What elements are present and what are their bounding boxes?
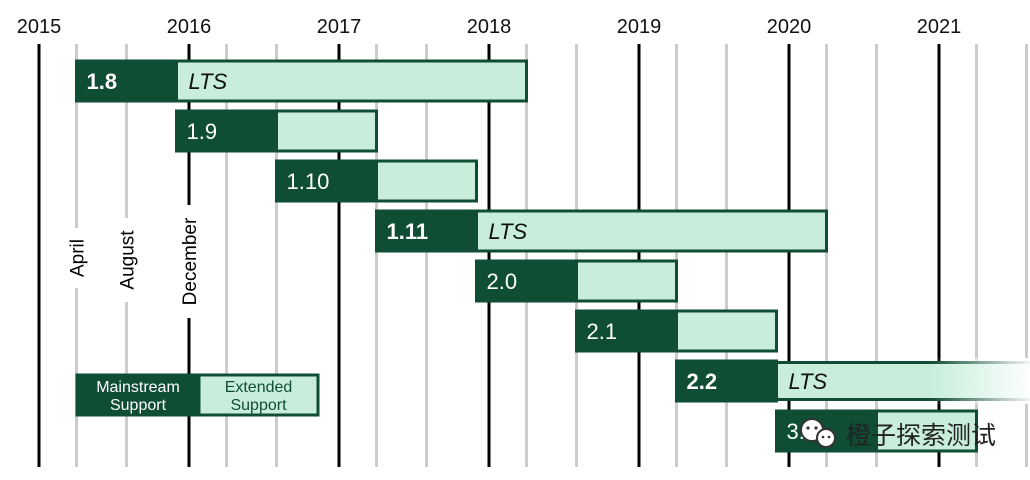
extended-support-segment [375, 159, 478, 203]
watermark: 橙子探索测试 [800, 418, 996, 450]
year-axis: 2015 2016 2017 2018 2019 2020 2021 [17, 16, 962, 38]
version-label: 2.2 [687, 369, 718, 394]
month-labels: April August December [64, 205, 201, 318]
legend: Mainstream Support Extended Support [75, 373, 320, 417]
year-tick-label: 2020 [767, 16, 812, 38]
release-bar-1-11: 1.11 LTS [375, 209, 828, 253]
version-label: 2.1 [587, 319, 618, 344]
mainstream-support-segment [75, 59, 178, 103]
mainstream-support-segment [275, 159, 378, 203]
mainstream-support-segment [375, 209, 478, 253]
release-bar-2-1: 2.1 [575, 309, 778, 353]
release-bar-1-9: 1.9 [175, 109, 378, 153]
year-tick-label: 2019 [617, 16, 662, 38]
version-label: 1.11 [387, 219, 429, 244]
extended-support-segment [675, 309, 778, 353]
version-label: 2.0 [487, 269, 518, 294]
month-tick-label: December [180, 217, 201, 305]
lts-label: LTS [189, 69, 228, 94]
month-tick-label: April [68, 239, 89, 277]
watermark-text: 橙子探索测试 [846, 421, 996, 450]
wechat-icon [800, 418, 836, 448]
fade-overlay [930, 358, 1030, 404]
extended-support-segment [875, 409, 978, 453]
version-label: 1.9 [187, 119, 218, 144]
version-label: 1.8 [87, 69, 118, 94]
release-bar-2-0: 2.0 [475, 259, 678, 303]
release-bar-3-0: 3.0 [775, 409, 978, 453]
lts-label: LTS [789, 369, 828, 394]
extended-support-segment [175, 59, 528, 103]
extended-support-segment [575, 259, 678, 303]
extended-support-segment [475, 209, 828, 253]
release-bars: 1.8 LTS 1.9 1.10 1.11 LTS 2.0 2.1 2.2 LTS 3.0 [75, 59, 1030, 453]
lts-label: LTS [489, 219, 528, 244]
month-tick-label: August [118, 230, 139, 290]
year-tick-label: 2016 [167, 16, 212, 38]
mainstream-support-segment [175, 109, 278, 153]
month-label-bg [64, 228, 89, 288]
mainstream-support-segment [575, 309, 678, 353]
mainstream-support-segment [475, 259, 578, 303]
month-label-bg [177, 205, 201, 318]
year-tick-label: 2017 [317, 16, 362, 38]
year-tick-label: 2018 [467, 16, 512, 38]
month-label-bg [114, 218, 139, 302]
year-tick-label: 2021 [917, 16, 962, 38]
legend-mainstream-swatch [75, 373, 201, 417]
version-label: 1.10 [287, 169, 330, 194]
mainstream-support-segment [675, 359, 778, 403]
release-bar-2-2: 2.2 LTS [675, 358, 1030, 404]
legend-extended-label: Extended Support [225, 379, 293, 414]
legend-extended-swatch [197, 373, 320, 417]
extended-support-segment [275, 109, 378, 153]
release-bar-1-8: 1.8 LTS [75, 59, 528, 103]
legend-mainstream-label: Mainstream Support [96, 379, 180, 414]
year-tick-label: 2015 [17, 16, 62, 38]
release-bar-1-10: 1.10 [275, 159, 478, 203]
